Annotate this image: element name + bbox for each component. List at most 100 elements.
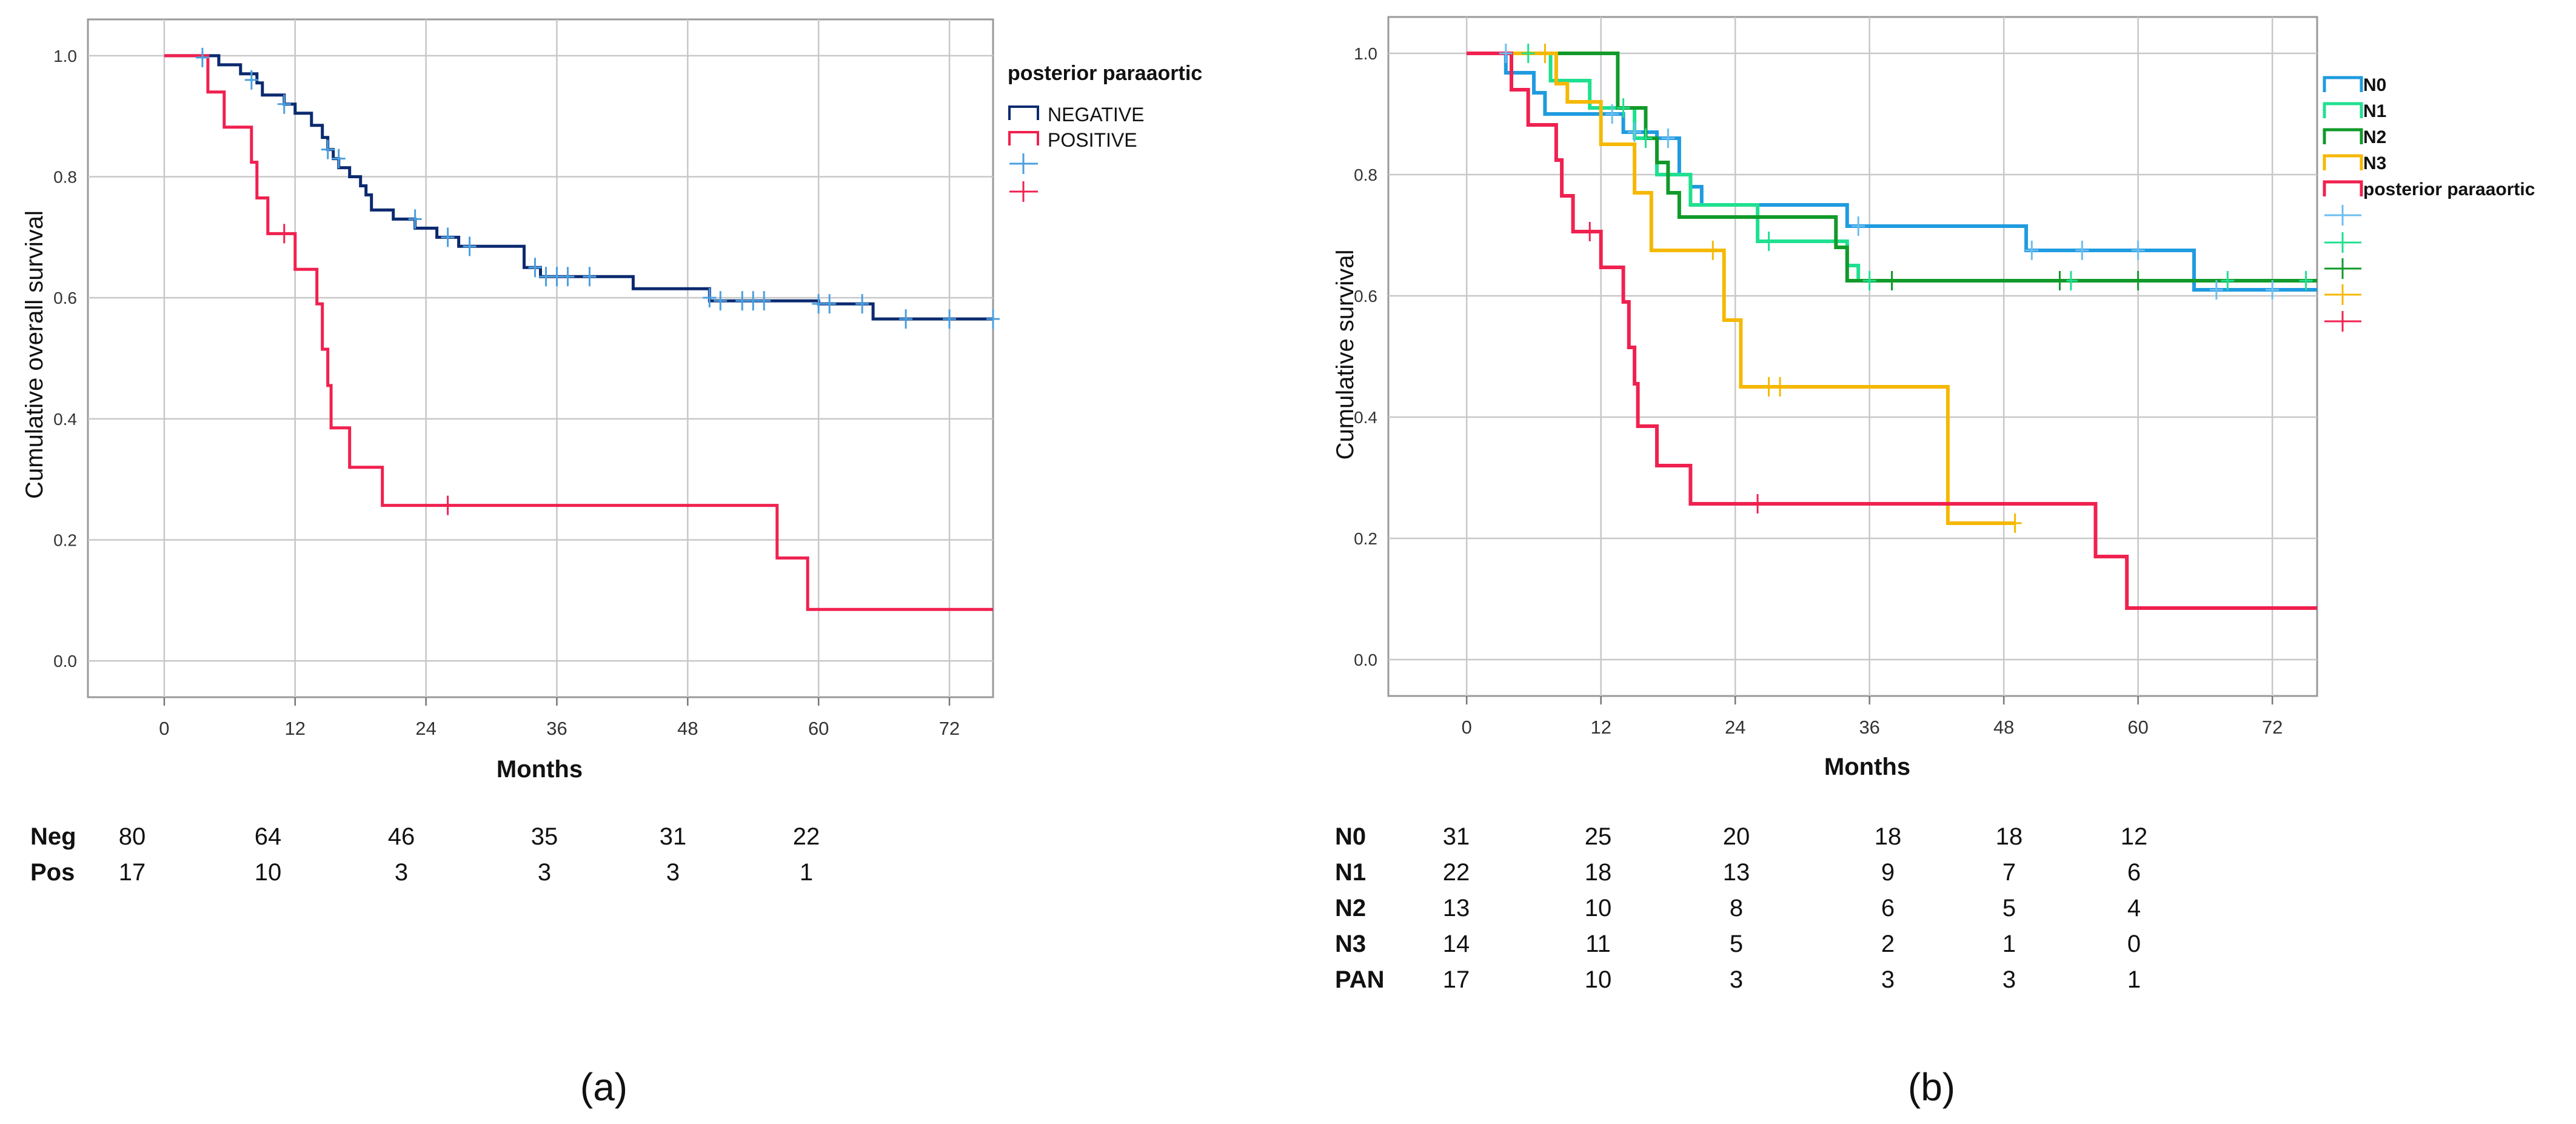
legend-swatch-paraaortic — [2323, 180, 2363, 196]
x-tick-label: 12 — [285, 718, 306, 739]
legend-entry-n3-censored — [2324, 284, 2361, 305]
censor-mark-n2 — [2053, 271, 2067, 290]
x-tick-label: 12 — [1590, 717, 1611, 738]
risk-cell: 12 — [2121, 823, 2148, 850]
censor-mark-n0 — [1605, 104, 1619, 124]
km-curve-n2 — [1467, 52, 2317, 283]
censor-mark-negative — [408, 209, 422, 229]
risk-cell: 13 — [1723, 859, 1750, 886]
y-tick-label: 0.2 — [1354, 529, 1377, 548]
risk-row-label: N2 — [1335, 895, 1366, 922]
risk-row-neg: Neg 80 64 46 35 31 22 — [30, 823, 820, 850]
censor-mark-n0 — [2131, 241, 2145, 260]
legend-entry-n2: N2 — [2323, 127, 2386, 147]
y-tick-label: 0.6 — [53, 289, 77, 307]
risk-cell: 10 — [1585, 966, 1612, 993]
risk-row-pos: Pos 17 10 3 3 3 1 — [30, 859, 813, 886]
panel-b-legend: N0 N1 N2 N3 posterior paraaortic — [2323, 75, 2535, 332]
legend-swatch-n3 — [2323, 154, 2363, 170]
risk-cell: 25 — [1585, 823, 1612, 850]
legend-swatch-n0 — [2323, 76, 2363, 92]
risk-cell: 13 — [1443, 895, 1470, 922]
censor-mark-negative — [855, 294, 869, 314]
legend-label-paraaortic: posterior paraaortic — [2363, 179, 2535, 199]
legend-label-n0: N0 — [2363, 75, 2386, 95]
legend-censor-n0-marker — [2324, 205, 2361, 226]
risk-cell: 64 — [255, 823, 282, 850]
risk-cell: 3 — [2002, 966, 2016, 993]
risk-cell: 3 — [538, 859, 551, 886]
legend-censor-n3-marker — [2324, 284, 2361, 305]
censor-mark-positive — [441, 495, 455, 515]
risk-row-n3: N3 14 11 5 2 1 0 — [1335, 931, 2141, 957]
censor-mark-n3 — [1762, 377, 1776, 396]
panel-a-x-tick-labels: 0 12 24 36 48 60 72 — [159, 718, 960, 739]
risk-cell: 8 — [1730, 895, 1743, 922]
risk-cell: 6 — [1881, 895, 1895, 922]
panel-b-series — [1467, 52, 2317, 610]
legend-swatch-n2 — [2323, 128, 2363, 144]
legend-entry-positive-censored — [1009, 181, 1038, 202]
x-tick-label: 0 — [159, 718, 169, 739]
censor-mark-negative — [986, 309, 1000, 329]
risk-cell: 1 — [2127, 966, 2141, 993]
panel-a-y-axis-label: Cumulative overall survival — [21, 210, 48, 499]
censor-mark-n1 — [2221, 271, 2235, 290]
censor-mark-negative — [757, 291, 771, 311]
risk-cell: 22 — [1443, 859, 1470, 886]
censor-mark-negative — [528, 258, 542, 278]
x-tick-label: 24 — [1725, 717, 1745, 738]
risk-cell: 20 — [1723, 823, 1750, 850]
censor-mark-negative — [332, 149, 346, 169]
risk-cell: 3 — [1881, 966, 1895, 993]
risk-row-label: N3 — [1335, 931, 1366, 957]
y-tick-label: 0.0 — [1354, 651, 1377, 669]
panel-b-y-tick-labels: 0.0 0.2 0.4 0.6 0.8 1.0 — [1354, 44, 1377, 669]
censor-mark-n1 — [1862, 271, 1876, 290]
censor-mark-n1 — [1762, 232, 1776, 251]
censor-mark-n3 — [1538, 44, 1552, 63]
censor-mark-n2 — [1885, 271, 1899, 290]
km-curve-posterior-paraaortic — [1467, 52, 2317, 610]
censor-mark-n3 — [1706, 241, 1720, 260]
censor-mark-negative — [703, 288, 717, 308]
legend-label-n1: N1 — [2363, 101, 2386, 121]
y-tick-label: 1.0 — [1354, 44, 1377, 63]
risk-cell: 9 — [1881, 859, 1895, 886]
panel-a-caption-label: (a) — [580, 1065, 627, 1109]
censor-mark-negative — [714, 291, 728, 311]
legend-entry-n3: N3 — [2323, 153, 2386, 173]
risk-cell: 1 — [2002, 931, 2016, 957]
censor-mark-n0 — [1661, 129, 1675, 148]
km-curve-positive — [164, 54, 993, 611]
risk-cell: 10 — [1585, 895, 1612, 922]
risk-cell: 35 — [531, 823, 558, 850]
risk-row-label: Pos — [30, 859, 75, 886]
censor-mark-n1 — [2064, 271, 2078, 290]
panel-a-plot-area — [87, 18, 994, 698]
risk-cell: 17 — [1443, 966, 1470, 993]
panel-b-risk-table: N0 31 25 20 18 18 12 N1 22 18 13 9 7 6 N… — [1335, 823, 2147, 993]
risk-cell: 1 — [800, 859, 813, 886]
x-tick-label: 36 — [1859, 717, 1879, 738]
risk-cell: 18 — [1585, 859, 1612, 886]
risk-cell: 18 — [1875, 823, 1902, 850]
risk-cell: 18 — [1996, 823, 2023, 850]
censor-mark-n0 — [1852, 216, 1865, 236]
legend-entry-n1: N1 — [2323, 101, 2386, 121]
legend-swatch-positive — [1008, 131, 1039, 146]
censor-mark-posterior-paraaortic — [1583, 222, 1597, 241]
legend-label-positive: POSITIVE — [1048, 129, 1137, 151]
panel-b-caption-label: (b) — [1908, 1065, 1955, 1109]
risk-cell: 3 — [666, 859, 680, 886]
risk-row-label: N0 — [1335, 823, 1366, 850]
censor-mark-negative — [561, 267, 575, 287]
risk-cell: 6 — [2127, 859, 2141, 886]
legend-entry-negative-censored — [1009, 153, 1038, 174]
legend-entry-n0: N0 — [2323, 75, 2386, 95]
censor-mark-negative — [277, 94, 291, 114]
x-tick-label: 24 — [415, 718, 436, 739]
x-tick-label: 72 — [939, 718, 960, 739]
risk-row-label: N1 — [1335, 859, 1366, 886]
